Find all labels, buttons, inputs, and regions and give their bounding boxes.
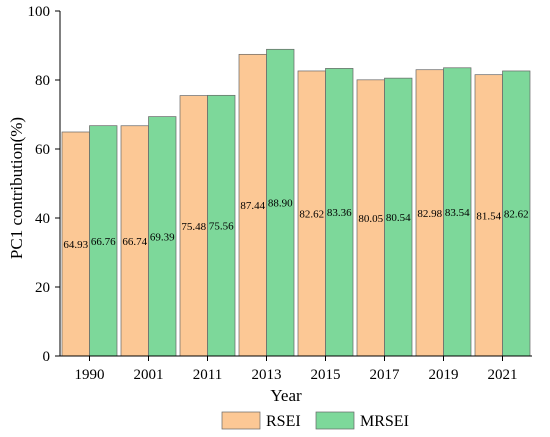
- data-label-mrsei-2001: 69.39: [150, 231, 175, 243]
- bar-mrsei-2017: [384, 77, 413, 357]
- data-label-rsei-2013: 87.44: [240, 200, 265, 212]
- legend-label-mrsei: MRSEI: [360, 413, 409, 430]
- y-axis-title: PC1 contribution(%): [7, 117, 26, 259]
- bar-rsei-2001: [120, 125, 149, 357]
- data-label-mrsei-2019: 83.54: [445, 207, 470, 219]
- x-tick-label-2019: 2019: [429, 367, 459, 383]
- data-label-mrsei-2015: 83.36: [327, 207, 352, 219]
- y-tick-label-20: 20: [35, 280, 50, 296]
- x-tick-label-2017: 2017: [370, 367, 401, 383]
- bar-mrsei-2015: [325, 68, 354, 357]
- data-label-mrsei-2017: 80.54: [386, 212, 411, 224]
- x-tick-label-2013: 2013: [252, 367, 282, 383]
- x-tick-label-1990: 1990: [75, 367, 105, 383]
- data-label-mrsei-2021: 82.62: [504, 208, 529, 220]
- data-label-rsei-2021: 81.54: [476, 210, 501, 222]
- data-label-mrsei-2011: 75.56: [209, 221, 234, 233]
- x-tick-label-2015: 2015: [311, 367, 341, 383]
- y-tick-label-40: 40: [35, 211, 50, 227]
- data-label-mrsei-2013: 88.90: [268, 198, 293, 210]
- y-tick-label-0: 0: [43, 349, 51, 365]
- data-label-rsei-2001: 66.74: [122, 236, 147, 248]
- y-tick-label-80: 80: [35, 73, 50, 89]
- y-tick-label-60: 60: [35, 142, 50, 158]
- y-tick-label-100: 100: [28, 4, 51, 20]
- legend-swatch-mrsei: [315, 411, 355, 430]
- x-tick-label-2011: 2011: [193, 367, 222, 383]
- bar-mrsei-2019: [443, 67, 472, 357]
- x-axis-title: Year: [270, 386, 302, 405]
- data-label-rsei-1990: 64.93: [63, 239, 88, 251]
- data-label-rsei-2011: 75.48: [181, 221, 206, 233]
- bar-mrsei-2011: [207, 94, 236, 357]
- legend: RSEI MRSEI: [221, 411, 409, 430]
- bar-mrsei-2021: [502, 70, 531, 357]
- bar-mrsei-1990: [89, 125, 118, 357]
- axes-layer: 1990 2001 2011 2013 2015 2017 2019 2021 0 20 40 60 8…: [28, 4, 532, 383]
- bar-mrsei-2013: [266, 48, 295, 357]
- bar-mrsei-2001: [148, 116, 177, 357]
- data-label-rsei-2019: 82.98: [417, 208, 442, 220]
- data-label-rsei-2017: 80.05: [358, 213, 383, 225]
- legend-label-rsei: RSEI: [266, 413, 301, 430]
- bar-rsei-1990: [61, 131, 90, 357]
- legend-swatch-rsei: [221, 411, 261, 430]
- x-tick-label-2021: 2021: [488, 367, 518, 383]
- data-label-rsei-2015: 82.62: [299, 208, 324, 220]
- x-tick-label-2001: 2001: [134, 367, 164, 383]
- data-label-mrsei-1990: 66.76: [91, 236, 116, 248]
- bars-layer: 64.93 66.76 66.74 69.39 75.48 75.56 87.44 88.90…: [61, 48, 531, 357]
